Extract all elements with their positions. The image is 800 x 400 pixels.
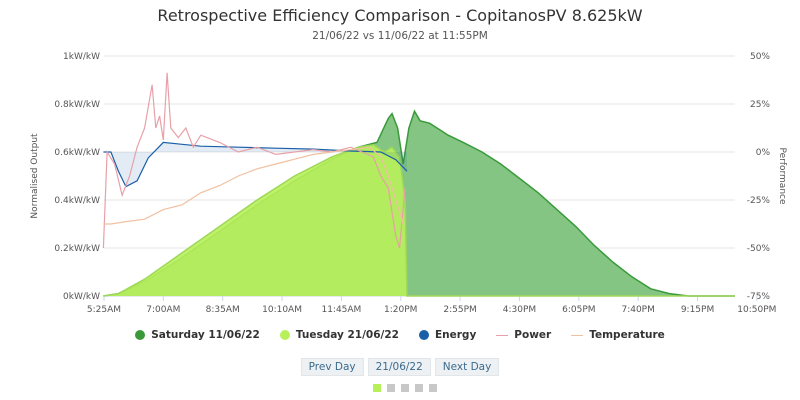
legend-item-power[interactable]: Power [496, 329, 551, 341]
page-dot-1[interactable] [373, 384, 381, 392]
y2-tick-label: -75% [747, 292, 771, 302]
chart: 0kW/kW 0.2kW/kW 0.4kW/kW 0.6kW/kW 0.8kW/kW 1k… [30, 52, 787, 315]
x-tick-label: 10:50PM [737, 305, 776, 315]
page-dot-5[interactable] [429, 384, 437, 392]
page-dot-2[interactable] [387, 384, 395, 392]
x-tick-label: 9:15PM [681, 305, 714, 315]
legend-label: Temperature [589, 329, 665, 341]
y2-tick-label: -25% [747, 196, 771, 206]
y-axis-title: Normalised Output [30, 133, 40, 219]
legend-dot-icon [135, 330, 146, 340]
x-tick-label: 4:30PM [503, 305, 536, 315]
legend-item-temperature[interactable]: Temperature [571, 329, 665, 341]
x-tick-label: 10:10AM [262, 305, 302, 315]
area-tuesday-21-06-22 [103, 144, 736, 296]
pager [373, 384, 437, 392]
y2-tick-label: -50% [747, 244, 771, 254]
x-tick-label: 1:20PM [384, 305, 417, 315]
y2-tick-label: 25% [750, 100, 770, 110]
chart-title: Retrospective Efficiency Comparison - Co… [157, 6, 643, 25]
legend-label: Power [514, 329, 552, 341]
line-energy [103, 141, 408, 188]
y-tick-label: 0.2kW/kW [54, 244, 100, 254]
x-tick-label: 7:40PM [621, 305, 654, 315]
legend-dot-icon [418, 330, 429, 340]
page-dot-4[interactable] [415, 384, 423, 392]
x-tick-label: 7:00AM [146, 305, 180, 315]
y-tick-label: 0.6kW/kW [54, 148, 100, 158]
prev-day-button[interactable]: Prev Day [300, 358, 364, 376]
date-button[interactable]: 21/06/22 [367, 358, 431, 376]
legend-line-icon [571, 334, 584, 336]
legend-label: Saturday 11/06/22 [151, 329, 260, 341]
next-day-button[interactable]: Next Day [434, 358, 500, 376]
line-tuesday-21-06-22 [103, 144, 735, 297]
legend-item-saturday[interactable]: Saturday 11/06/22 [135, 329, 260, 341]
legend-dot-icon [279, 330, 290, 340]
y-tick-label: 0.8kW/kW [54, 100, 100, 110]
x-tick-label: 11:45AM [321, 305, 361, 315]
legend-item-tuesday[interactable]: Tuesday 21/06/22 [279, 329, 399, 341]
y-tick-label: 0kW/kW [63, 292, 100, 302]
legend-line-icon [496, 334, 509, 336]
x-tick-label: 5:25AM [87, 305, 121, 315]
y-tick-label: 1kW/kW [63, 52, 100, 62]
y2-tick-label: 0% [756, 148, 771, 158]
chart-subtitle: 21/06/22 vs 11/06/22 at 11:55PM [312, 30, 488, 42]
page-dot-3[interactable] [401, 384, 409, 392]
line-power [102, 72, 406, 249]
legend: Saturday 11/06/22 Tuesday 21/06/22 Energ… [0, 329, 800, 341]
x-tick-label: 2:55PM [443, 305, 476, 315]
x-tick-label: 8:35AM [206, 305, 240, 315]
legend-item-energy[interactable]: Energy [418, 329, 477, 341]
y-tick-label: 0.4kW/kW [54, 196, 100, 206]
x-tick-label: 6:05PM [562, 305, 595, 315]
legend-label: Tuesday 21/06/22 [295, 329, 399, 341]
y2-tick-label: 50% [750, 52, 770, 62]
line-temperature [103, 146, 404, 225]
y2-axis-title: Performance [777, 147, 787, 204]
day-navigation: Prev Day 21/06/22 Next Day [0, 358, 800, 376]
legend-label: Energy [434, 329, 477, 341]
